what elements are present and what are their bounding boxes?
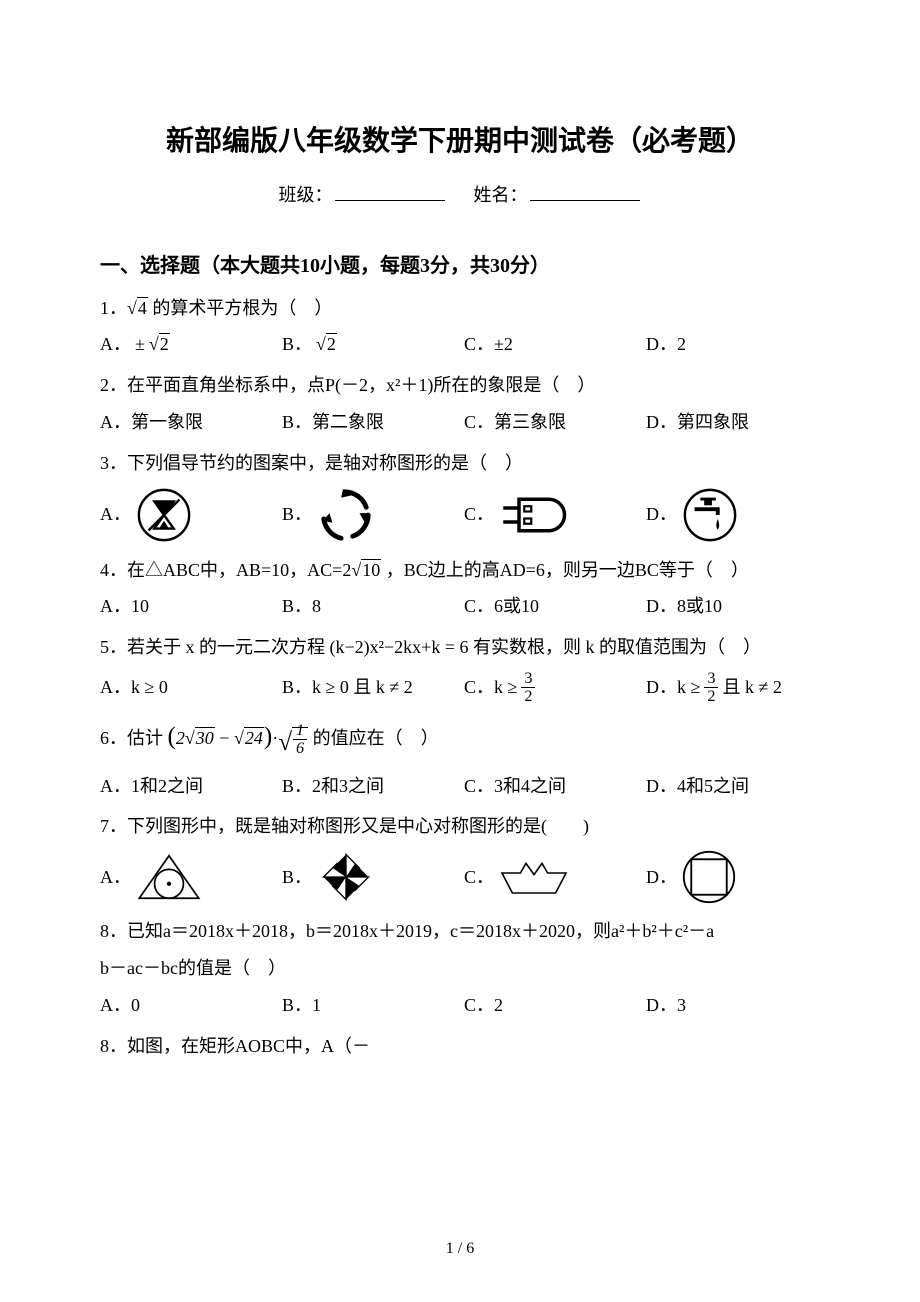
name-label: 姓名： xyxy=(474,185,528,205)
name-blank xyxy=(530,183,640,201)
q1-suffix: 的算术平方根为（ ） xyxy=(148,298,333,318)
q2-choice-a: A．第一象限 xyxy=(100,408,274,437)
q3-choice-b: B． xyxy=(282,486,456,544)
q1-a-label: A． xyxy=(100,330,131,359)
header-fields: 班级： 姓名： xyxy=(100,181,820,210)
power-plug-icon xyxy=(498,486,568,544)
q4-choices: A．10 B．8 C．6或10 D．8或10 xyxy=(100,592,820,621)
q8-choice-a: A．0 xyxy=(100,991,274,1020)
question-8-line1: 8．已知a＝2018x＋2018，b＝2018x＋2019，c＝2018x＋20… xyxy=(100,917,820,946)
q6-choice-d: D．4和5之间 xyxy=(646,772,820,801)
q1-choice-d: D．2 xyxy=(646,330,820,359)
class-blank xyxy=(335,183,445,201)
question-6: 6．估计 (230 − 24)·16 的值应在（ ） xyxy=(100,717,820,764)
question-4: 4．在△ABC中，AB=10，AC=210 ，BC边上的高AD=6，则另一边BC… xyxy=(100,556,820,585)
q5-choice-b: B．k ≥ 0 且 k ≠ 2 xyxy=(282,673,456,702)
question-7: 7．下列图形中，既是轴对称图形又是中心对称图形的是( ) xyxy=(100,812,820,841)
question-3: 3．下列倡导节约的图案中，是轴对称图形的是（ ） xyxy=(100,449,820,478)
q8-choice-d: D．3 xyxy=(646,991,820,1020)
q3-choice-d: D． xyxy=(646,486,820,544)
question-1: 1． 4 的算术平方根为（ ） xyxy=(100,294,820,323)
crown-trapezoid-icon xyxy=(498,855,570,899)
q2-choice-b: B．第二象限 xyxy=(282,408,456,437)
q3-choice-a: A． xyxy=(100,486,274,544)
q1-a-pm: ± xyxy=(135,330,145,359)
q7-choice-d: D． xyxy=(646,849,820,905)
question-8b: 8．如图，在矩形AOBC中，A（－ xyxy=(100,1032,820,1061)
page-title: 新部编版八年级数学下册期中测试卷（必考题） xyxy=(100,120,820,165)
q4-choice-b: B．8 xyxy=(282,592,456,621)
q5-choices: A．k ≥ 0 B．k ≥ 0 且 k ≠ 2 C．k ≥ 32 D．k ≥ 3… xyxy=(100,670,820,705)
q6-choices: A．1和2之间 B．2和3之间 C．3和4之间 D．4和5之间 xyxy=(100,772,820,801)
q1-choices: A． ±2 B． 2 C．±2 D．2 xyxy=(100,330,820,359)
q7-choice-b: B． xyxy=(282,850,456,904)
q7-choices: A． B． C． xyxy=(100,849,820,905)
hourglass-slash-icon xyxy=(135,486,193,544)
q3-choice-c: C． xyxy=(464,486,638,544)
q2-choice-d: D．第四象限 xyxy=(646,408,820,437)
q1-choice-b: B． 2 xyxy=(282,330,456,359)
q2-choices: A．第一象限 B．第二象限 C．第三象限 D．第四象限 xyxy=(100,408,820,437)
question-8-line2: b－ac－bc的值是（ ） xyxy=(100,954,820,983)
q1-b-sqrt: 2 xyxy=(326,333,337,354)
q1-sqrt: 4 xyxy=(137,297,148,318)
q1-a-sqrt: 2 xyxy=(159,333,170,354)
q1-choice-a: A． ±2 xyxy=(100,330,274,359)
q8-choice-c: C．2 xyxy=(464,991,638,1020)
q6-choice-a: A．1和2之间 xyxy=(100,772,274,801)
q7-choice-c: C． xyxy=(464,855,638,899)
q3-choices: A． B． C． xyxy=(100,486,820,544)
q4-choice-a: A．10 xyxy=(100,592,274,621)
triangle-circle-dot-icon xyxy=(135,850,203,904)
q4-choice-d: D．8或10 xyxy=(646,592,820,621)
q6-choice-c: C．3和4之间 xyxy=(464,772,638,801)
q1-prefix: 1． xyxy=(100,298,127,318)
q7-choice-a: A． xyxy=(100,850,274,904)
water-tap-drop-icon xyxy=(681,486,739,544)
q8-choice-b: B．1 xyxy=(282,991,456,1020)
question-2: 2．在平面直角坐标系中，点P(－2，x²＋1)所在的象限是（ ） xyxy=(100,371,820,400)
q8-choices: A．0 B．1 C．2 D．3 xyxy=(100,991,820,1020)
circle-square-icon xyxy=(681,849,737,905)
q2-choice-c: C．第三象限 xyxy=(464,408,638,437)
q1-choice-c: C．±2 xyxy=(464,330,638,359)
class-label: 班级： xyxy=(279,185,333,205)
q5-choice-d: D．k ≥ 32 且 k ≠ 2 xyxy=(646,670,820,705)
section-1-heading: 一、选择题（本大题共10小题，每题3分，共30分） xyxy=(100,250,820,282)
question-5: 5．若关于 x 的一元二次方程 (k−2)x²−2kx+k = 6 有实数根，则… xyxy=(100,633,820,662)
page-footer: 1 / 6 xyxy=(0,1236,920,1262)
recycle-arrows-icon xyxy=(316,486,374,544)
q5-choice-a: A．k ≥ 0 xyxy=(100,673,274,702)
pinwheel-icon xyxy=(316,850,376,904)
q1-b-label: B． xyxy=(282,330,312,359)
q5-choice-c: C．k ≥ 32 xyxy=(464,670,638,705)
q4-choice-c: C．6或10 xyxy=(464,592,638,621)
q6-choice-b: B．2和3之间 xyxy=(282,772,456,801)
